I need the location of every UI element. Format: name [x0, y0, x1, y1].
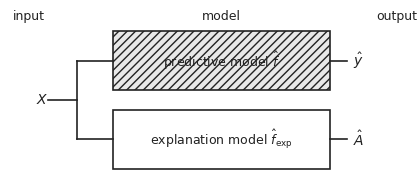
- Text: output: output: [377, 10, 418, 23]
- Text: $\hat{y}$: $\hat{y}$: [353, 51, 364, 71]
- Bar: [113, 110, 330, 169]
- Text: $\hat{A}$: $\hat{A}$: [353, 130, 364, 149]
- Text: $X$: $X$: [36, 93, 48, 107]
- Text: explanation model $\hat{f}_{\mathrm{exp}}$: explanation model $\hat{f}_{\mathrm{exp}…: [150, 128, 293, 151]
- Bar: [113, 31, 330, 90]
- Text: model: model: [202, 10, 241, 23]
- Text: predictive model $\hat{f}$: predictive model $\hat{f}$: [163, 50, 280, 72]
- Text: input: input: [13, 10, 45, 23]
